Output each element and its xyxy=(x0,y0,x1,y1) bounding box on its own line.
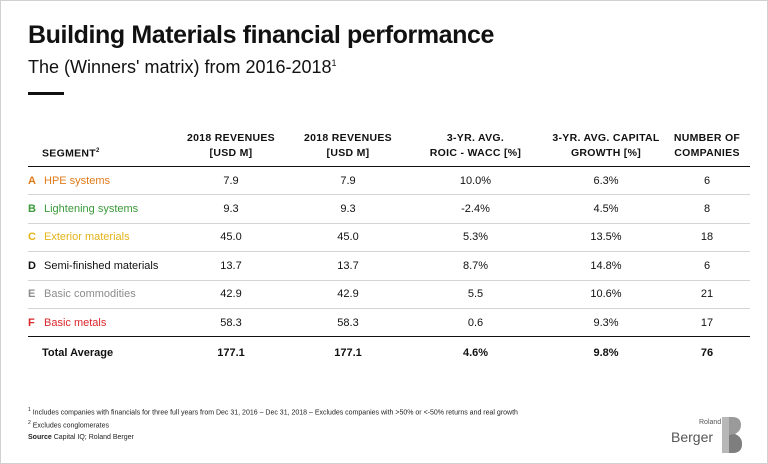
cell-roic: 5.3% xyxy=(462,231,489,244)
cell-companies: 6 xyxy=(703,259,711,272)
header-number-companies: NUMBER OF COMPANIES xyxy=(673,132,741,159)
cell-rev2: 13.7 xyxy=(337,259,359,272)
title-rule xyxy=(28,92,64,95)
segment-letter: A xyxy=(28,174,36,187)
cell-companies: 18 xyxy=(700,231,714,244)
segment-name: Lightening systems xyxy=(44,203,139,216)
segment-letter: D xyxy=(28,259,36,272)
segment-letter: C xyxy=(28,231,36,244)
header-segment: SEGMENT2 xyxy=(42,147,100,159)
cell-rev1: 58.3 xyxy=(220,316,242,329)
page-subtitle: The (Winners' matrix) from 2016-20181 xyxy=(28,57,337,78)
cell-growth: 9.3% xyxy=(593,316,619,329)
cell-growth: 13.5% xyxy=(590,231,622,244)
source-line: Source Capital IQ; Roland Berger xyxy=(28,433,134,441)
page-title: Building Materials financial performance xyxy=(28,21,495,49)
header-capital-growth: 3-YR. AVG. CAPITAL GROWTH [%] xyxy=(552,132,660,159)
segment-letter: E xyxy=(28,288,36,301)
cell-rev2: 58.3 xyxy=(337,316,359,329)
cell-growth: 6.3% xyxy=(593,174,619,187)
table-row: D Semi-finished materials 13.7 13.7 8.7% 14.8… xyxy=(28,252,750,281)
segment-letter: B xyxy=(28,203,36,216)
table-row: E Basic commodities 42.9 42.9 5.5 10.6% 21 xyxy=(28,281,750,309)
segment-name: HPE systems xyxy=(44,174,111,187)
header-revenues-1: 2018 REVENUES [USD M] xyxy=(187,132,275,159)
cell-rev1: 13.7 xyxy=(220,259,242,272)
total-growth: 9.8% xyxy=(593,346,619,359)
cell-growth: 10.6% xyxy=(590,288,622,301)
segment-name: Semi-finished materials xyxy=(44,259,159,272)
table-header: SEGMENT2 2018 REVENUES [USD M] 2018 REVEN… xyxy=(28,127,750,167)
subtitle-text: The (Winners' matrix) from 2016-2018 xyxy=(28,57,332,77)
segment-name: Basic metals xyxy=(44,316,107,329)
roland-berger-logo: Roland Berger xyxy=(665,415,745,455)
table-row-total: Total Average 177.1 177.1 4.6% 9.8% 76 xyxy=(28,337,750,368)
cell-companies: 21 xyxy=(700,288,714,301)
total-roic: 4.6% xyxy=(462,346,489,359)
footnotes: 1 Includes companies with financials for… xyxy=(28,405,518,443)
cell-rev1: 42.9 xyxy=(220,288,242,301)
cell-rev2: 45.0 xyxy=(337,231,359,244)
total-label: Total Average xyxy=(42,346,114,359)
cell-companies: 6 xyxy=(703,174,711,187)
segment-name: Exterior materials xyxy=(44,231,130,244)
performance-table: SEGMENT2 2018 REVENUES [USD M] 2018 REVEN… xyxy=(28,127,750,368)
logo-text-small: Roland xyxy=(699,419,722,426)
footnote-2: 2 Excludes conglomerates xyxy=(28,420,109,430)
cell-roic: 0.6 xyxy=(467,316,484,329)
cell-rev1: 7.9 xyxy=(223,174,239,187)
cell-roic: 5.5 xyxy=(467,288,484,301)
header-roic-wacc: 3-YR. AVG. ROIC - WACC [%] xyxy=(429,132,522,159)
segment-name: Basic commodities xyxy=(44,288,136,301)
cell-rev2: 9.3 xyxy=(340,203,356,216)
total-rev2: 177.1 xyxy=(334,346,362,359)
logo-b-icon xyxy=(722,417,742,453)
cell-rev1: 9.3 xyxy=(223,203,239,216)
cell-rev1: 45.0 xyxy=(220,231,242,244)
subtitle-footnote-mark: 1 xyxy=(331,58,337,68)
logo-text-big: Berger xyxy=(671,429,714,445)
cell-companies: 17 xyxy=(700,316,714,329)
cell-roic: 10.0% xyxy=(459,174,492,187)
cell-growth: 4.5% xyxy=(593,203,619,216)
cell-companies: 8 xyxy=(703,203,711,216)
table-row: F Basic metals 58.3 58.3 0.6 9.3% 17 xyxy=(28,309,750,338)
segment-letter: F xyxy=(28,316,35,329)
cell-roic: 8.7% xyxy=(462,259,489,272)
cell-roic: -2.4% xyxy=(461,203,490,216)
total-rev1: 177.1 xyxy=(217,346,245,359)
table-row: C Exterior materials 45.0 45.0 5.3% 13.5% 18 xyxy=(28,224,750,253)
total-companies: 76 xyxy=(700,346,714,359)
cell-rev2: 7.9 xyxy=(340,174,356,187)
table-row: B Lightening systems 9.3 9.3 -2.4% 4.5% 8 xyxy=(28,195,750,224)
cell-rev2: 42.9 xyxy=(337,288,359,301)
table-row: A HPE systems 7.9 7.9 10.0% 6.3% 6 xyxy=(28,167,750,196)
footnote-1: 1 Includes companies with financials for… xyxy=(28,407,518,417)
header-revenues-2: 2018 REVENUES [USD M] xyxy=(304,132,392,159)
cell-growth: 14.8% xyxy=(590,259,622,272)
